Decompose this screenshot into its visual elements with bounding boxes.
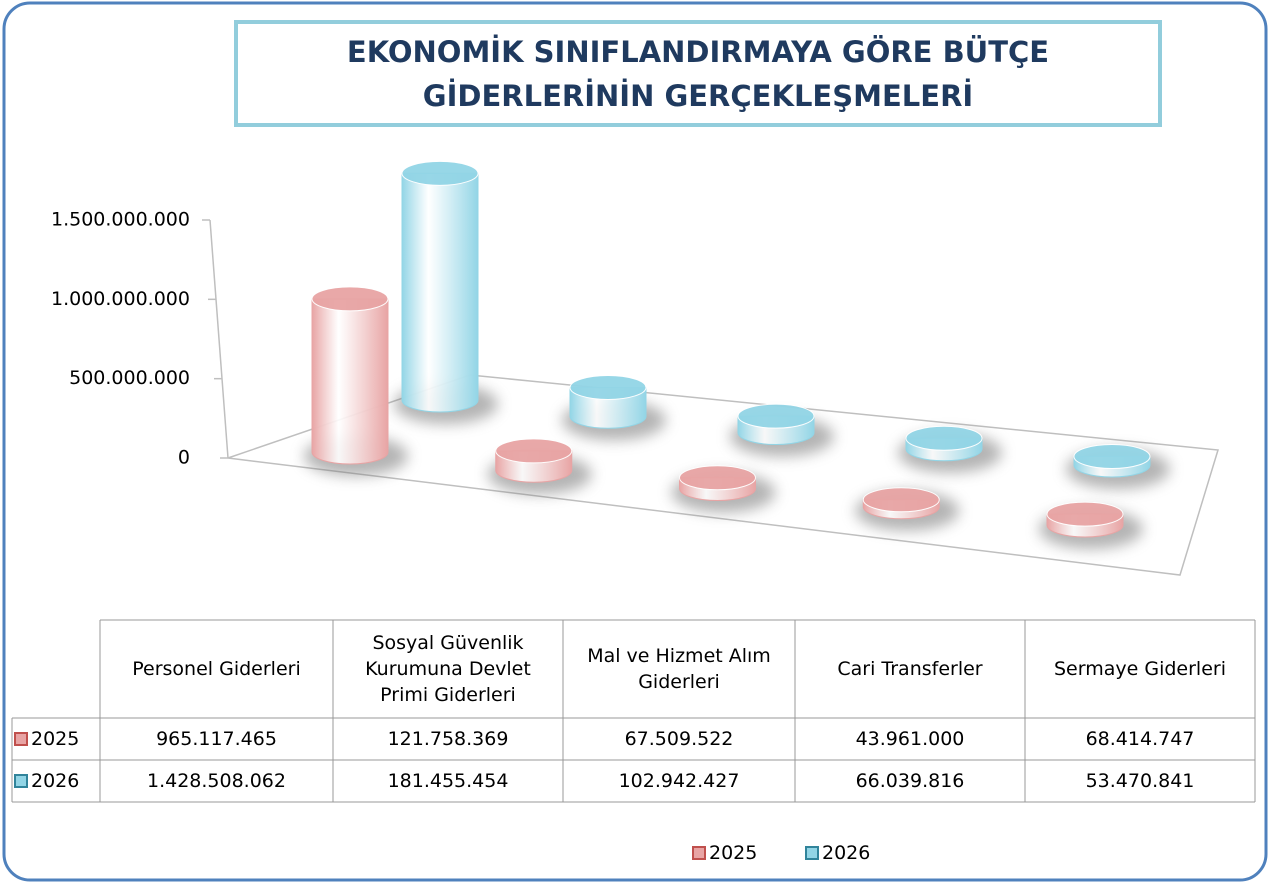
- row-swatch: [14, 732, 28, 746]
- cylinder-top: [569, 374, 647, 400]
- y-tick-label: 500.000.000: [69, 367, 190, 389]
- cylinder-top: [401, 160, 479, 186]
- category-header: Personel Giderleri: [132, 658, 301, 680]
- y-tick-label: 1.000.000.000: [51, 288, 190, 310]
- row-label: 2026: [31, 770, 80, 792]
- legend-label: 2026: [822, 842, 871, 864]
- cylinder: [311, 298, 389, 465]
- y-axis: [209, 219, 229, 459]
- category-header: Cari Transferler: [837, 658, 983, 680]
- table-value: 66.039.816: [855, 770, 965, 792]
- cylinder-top: [737, 403, 815, 429]
- y-tick-label: 1.500.000.000: [51, 209, 190, 231]
- table-value: 67.509.522: [624, 728, 734, 750]
- cylinder-top: [311, 286, 389, 312]
- cylinder: [401, 172, 479, 413]
- cylinder-top: [1073, 444, 1151, 470]
- cylinder-top: [495, 438, 573, 464]
- cylinder-top: [1046, 501, 1124, 527]
- cylinder-top: [905, 425, 983, 451]
- cylinder-top: [679, 465, 756, 491]
- row-swatch: [14, 774, 28, 788]
- row-header: 2025: [14, 718, 100, 760]
- legend-item: 2025: [692, 842, 757, 864]
- table-value: 53.470.841: [1085, 770, 1195, 792]
- legend-swatch: [805, 846, 819, 860]
- table-value: 121.758.369: [387, 728, 509, 750]
- category-header: Mal ve Hizmet Alım Giderleri: [587, 645, 771, 693]
- row-header: 2026: [14, 760, 100, 802]
- legend-label: 2025: [709, 842, 758, 864]
- table-value: 965.117.465: [156, 728, 277, 750]
- chart-title: EKONOMİK SINIFLANDIRMAYA GÖRE BÜTÇE GİDE…: [346, 34, 1050, 113]
- floor: [227, 374, 1219, 576]
- legend-item: 2026: [805, 842, 870, 864]
- category-header: Sermaye Giderleri: [1054, 658, 1226, 680]
- title-box: [234, 20, 1162, 127]
- row-label: 2025: [31, 728, 80, 750]
- cylinder-top: [862, 487, 940, 513]
- table-value: 181.455.454: [387, 770, 509, 792]
- table-value: 1.428.508.062: [146, 770, 286, 792]
- table-value: 68.414.747: [1085, 728, 1195, 750]
- y-tick-label: 0: [178, 447, 190, 469]
- legend-swatch: [692, 846, 706, 860]
- table-value: 102.942.427: [618, 770, 740, 792]
- table-value: 43.961.000: [855, 728, 965, 750]
- category-header: Sosyal Güvenlik Kurumuna Devlet Primi Gi…: [365, 632, 531, 706]
